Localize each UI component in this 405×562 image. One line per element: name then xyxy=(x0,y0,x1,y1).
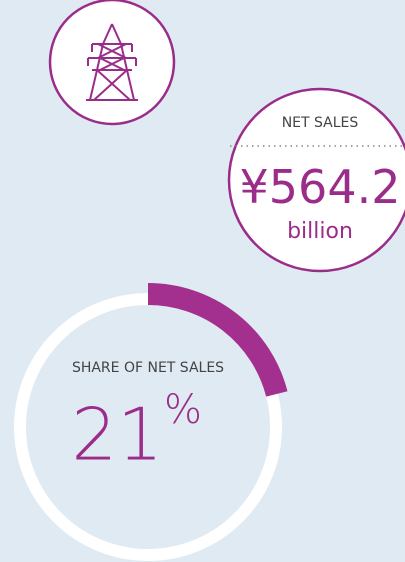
net-sales-badge: NET SALES ¥564.2 billion xyxy=(227,87,405,273)
net-sales-unit: billion xyxy=(287,219,353,244)
currency: ¥ xyxy=(240,160,269,214)
amount: 564.2 xyxy=(269,160,401,214)
net-sales-label: NET SALES xyxy=(282,115,359,131)
share-label: SHARE OF NET SALES xyxy=(72,360,224,376)
share-value: 21 xyxy=(71,393,163,477)
gauge-arc xyxy=(147,283,288,397)
badge-circle xyxy=(227,87,405,273)
tower-icon xyxy=(48,0,176,126)
net-sales-amount: ¥564.2 xyxy=(240,160,401,214)
share-gauge: SHARE OF NET SALES 21 % xyxy=(14,283,288,561)
share-unit: % xyxy=(164,387,202,433)
